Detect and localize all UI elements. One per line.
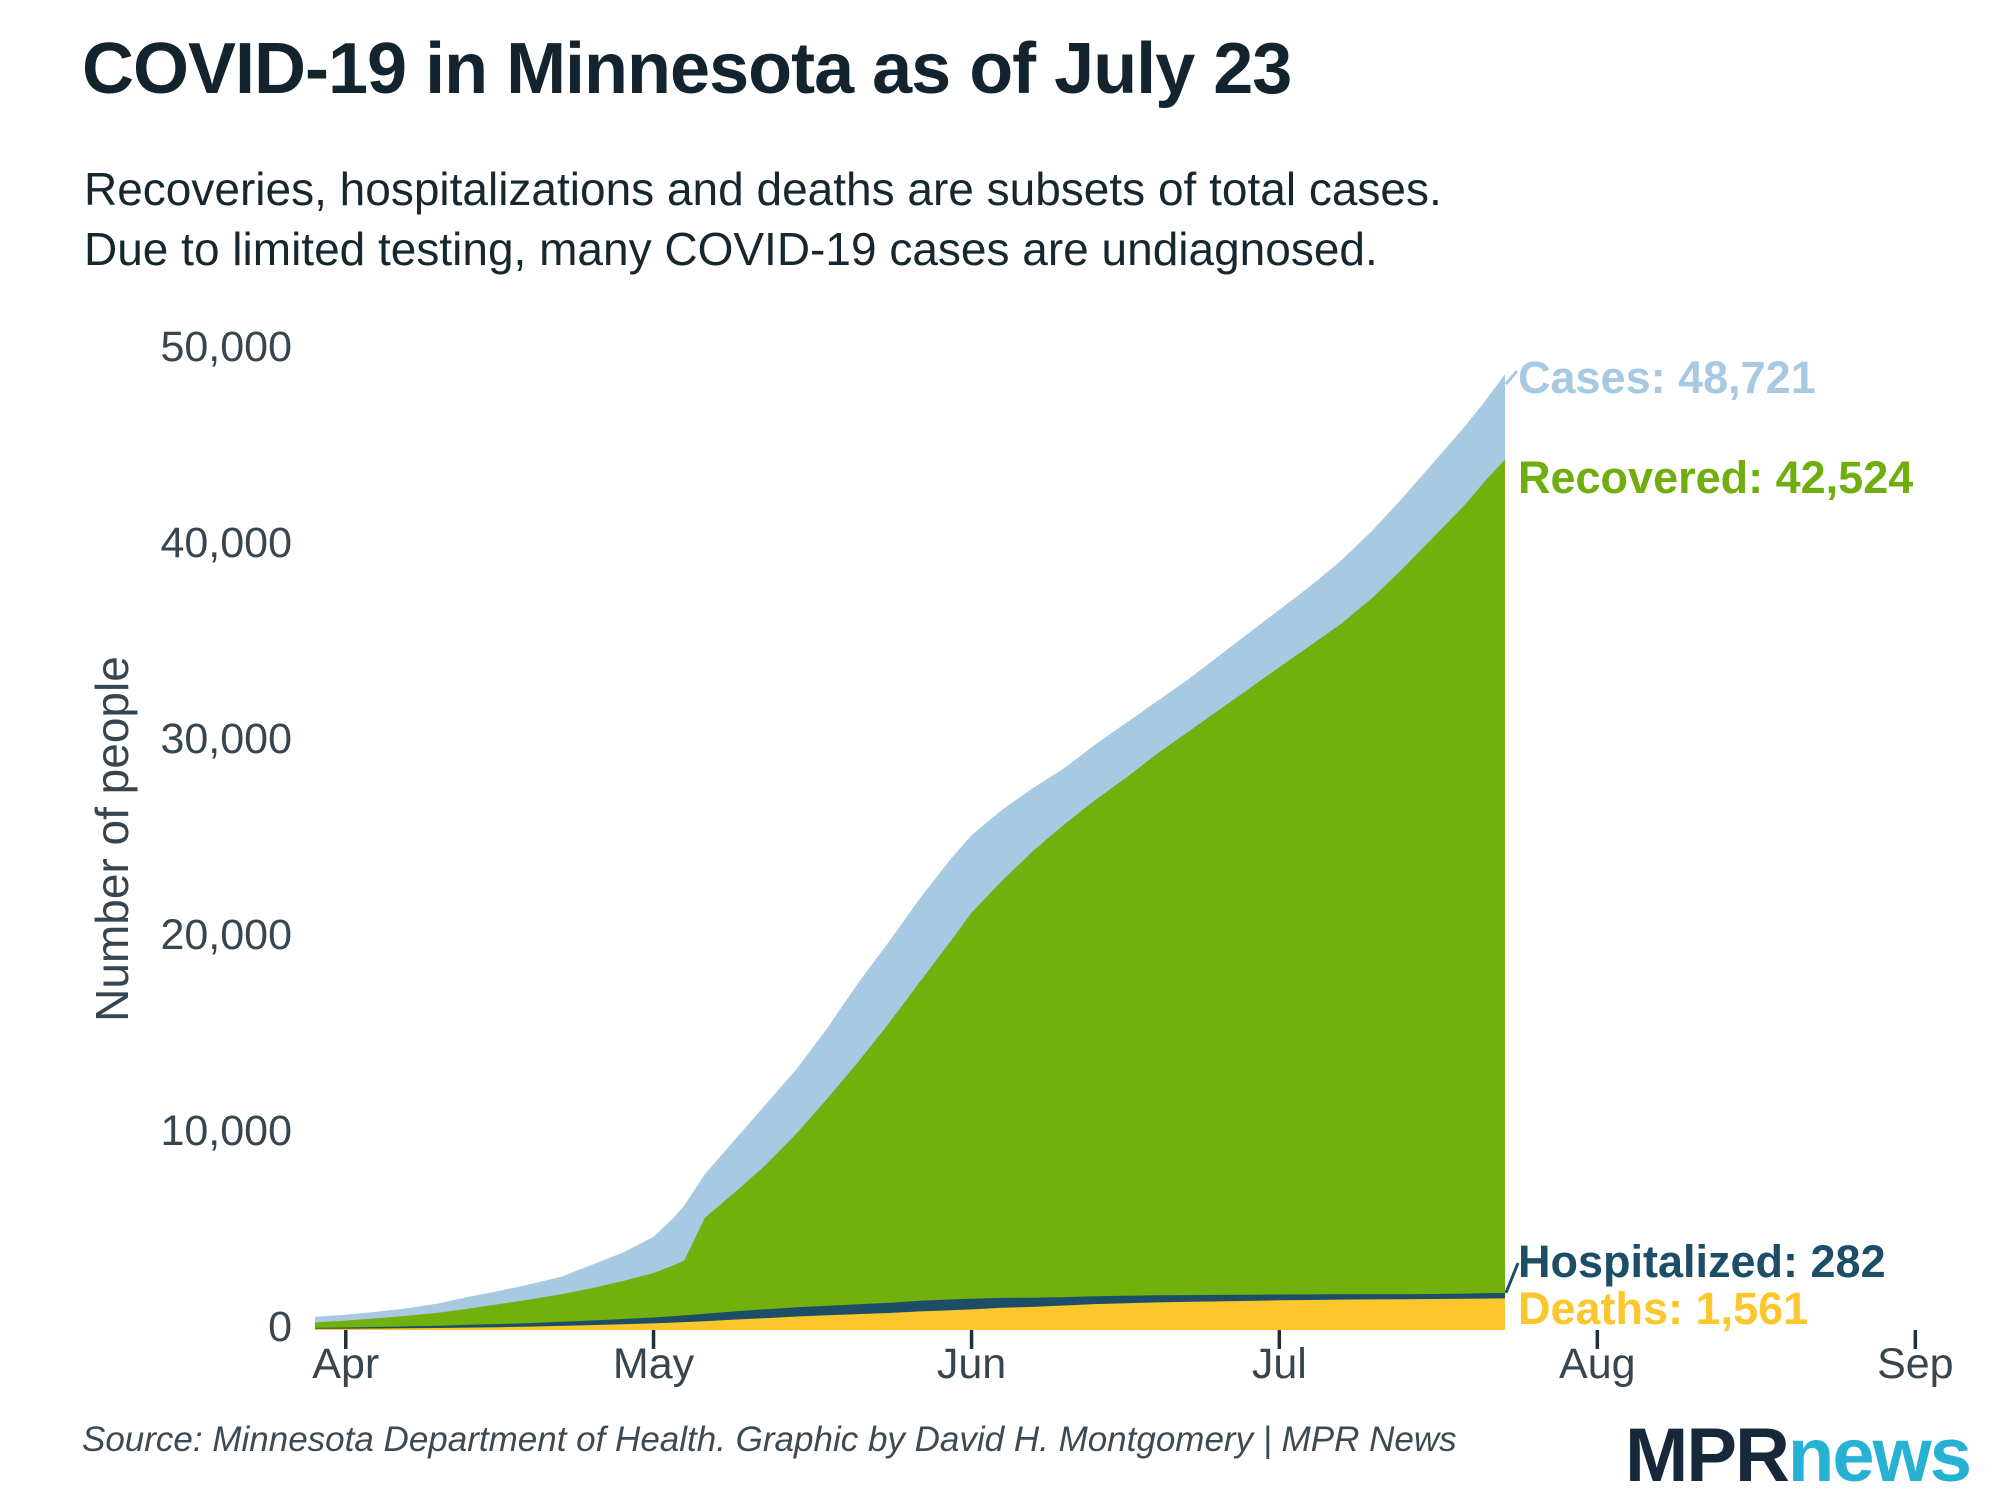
x-tick-label-aug: Aug	[1559, 1340, 1636, 1388]
y-tick-label-30000: 30,000	[160, 715, 292, 763]
deaths-annotation: Deaths: 1,561	[1518, 1283, 1809, 1334]
y-tick-label-0: 0	[268, 1303, 292, 1351]
deaths-area	[315, 1298, 1505, 1330]
logo-news-text: news	[1787, 1413, 1972, 1498]
x-tick-label-jul: Jul	[1251, 1340, 1307, 1388]
x-tick-label-apr: Apr	[312, 1340, 380, 1388]
y-axis-title: Number of people	[86, 656, 138, 1022]
x-tick-label-sep: Sep	[1877, 1340, 1954, 1388]
hospitalized-annotation: Hospitalized: 282	[1518, 1236, 1886, 1287]
mpr-news-logo: MPRnews	[1625, 1412, 1972, 1499]
y-tick-label-20000: 20,000	[160, 911, 292, 959]
cases-annotation: Cases: 48,721	[1518, 352, 1816, 403]
recovered-annotation: Recovered: 42,524	[1518, 452, 1914, 503]
page-title: COVID-19 in Minnesota as of July 23	[82, 29, 1292, 109]
source-credit: Source: Minnesota Department of Health. …	[82, 1420, 1457, 1459]
logo-mpr-text: MPR	[1625, 1413, 1790, 1498]
subtitle-line-2: Due to limited testing, many COVID-19 ca…	[84, 222, 1378, 275]
hospitalized-leader-line	[1504, 1262, 1520, 1294]
y-tick-label-40000: 40,000	[160, 519, 292, 567]
y-tick-label-50000: 50,000	[160, 323, 292, 371]
x-tick-label-may: May	[612, 1340, 695, 1388]
recovered-area	[315, 459, 1505, 1330]
x-tick-label-jun: Jun	[936, 1340, 1007, 1388]
subtitle: Recoveries, hospitalizations and deaths …	[84, 160, 1442, 280]
subtitle-line-1: Recoveries, hospitalizations and deaths …	[84, 163, 1442, 215]
y-tick-label-10000: 10,000	[160, 1107, 292, 1155]
cases-leader-line	[1504, 370, 1519, 386]
